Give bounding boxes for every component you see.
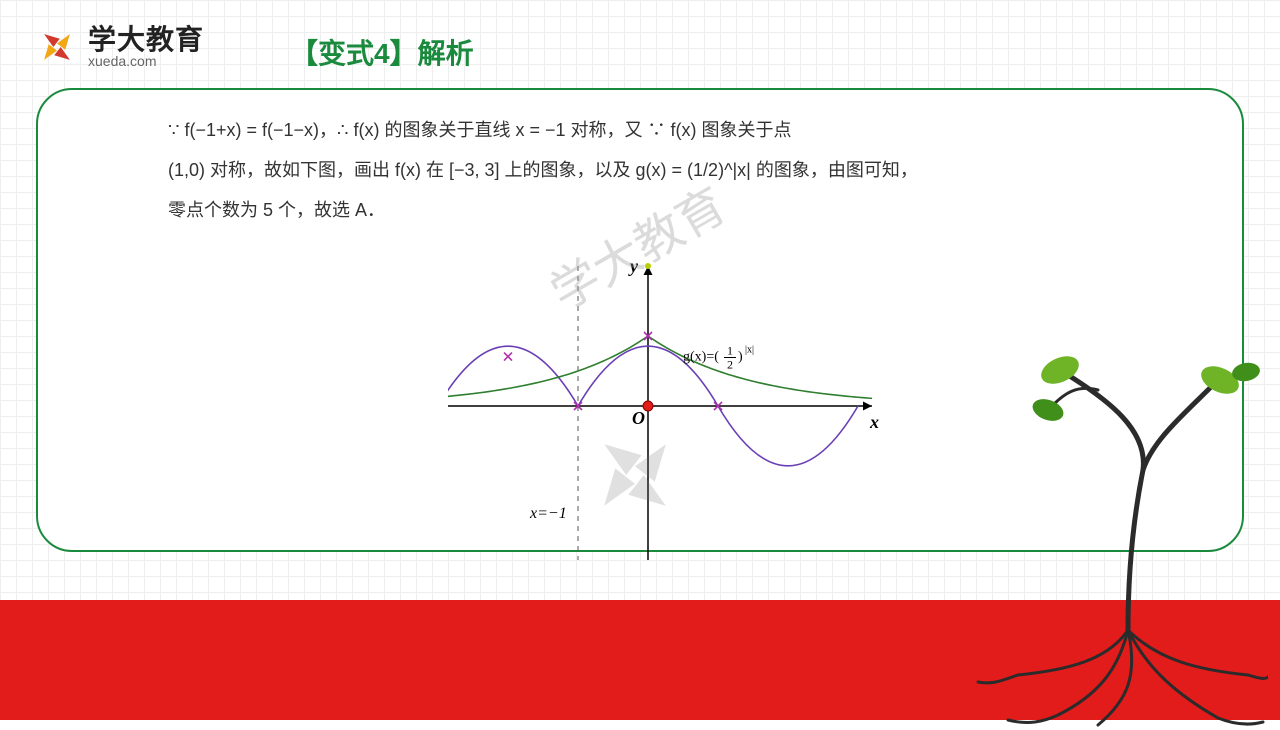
watermark-logo-icon [580, 420, 690, 530]
brand-cn: 学大教育 [88, 25, 204, 54]
svg-text:): ) [738, 350, 743, 365]
plant-decoration [948, 330, 1268, 730]
svg-text:2: 2 [727, 358, 733, 372]
slide-title: 【变式4】解析 [290, 32, 474, 72]
brand-header: 学大教育 xueda.com [34, 24, 204, 70]
graph-container: Oyxg(x)=(12)|x|x=−1 [448, 206, 968, 586]
svg-text:1: 1 [727, 344, 733, 358]
brand-text: 学大教育 xueda.com [88, 25, 204, 69]
brand-logo-icon [34, 24, 80, 70]
svg-text:x=−1: x=−1 [529, 505, 567, 522]
function-graph: Oyxg(x)=(12)|x|x=−1 [448, 206, 968, 586]
svg-text:g(x)=(: g(x)=( [683, 350, 719, 365]
svg-text:|x|: |x| [745, 345, 754, 356]
solution-line-1: ∵ f(−1+x) = f(−1−x)，∴ f(x) 的图象关于直线 x = −… [168, 116, 1208, 142]
brand-url: xueda.com [88, 54, 204, 69]
svg-text:x: x [869, 412, 879, 432]
